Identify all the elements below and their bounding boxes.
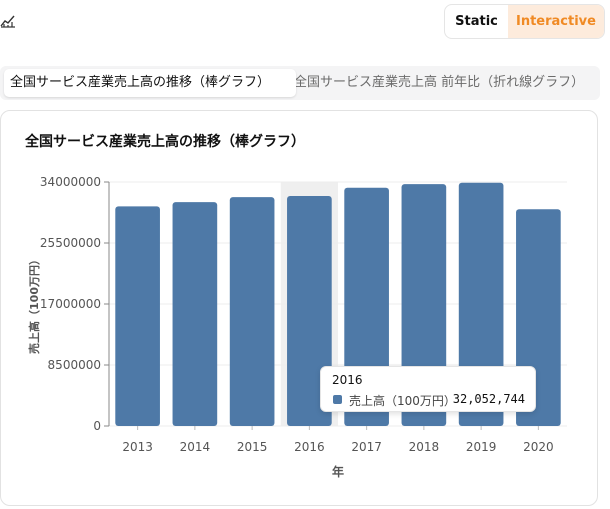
x-tick-label: 2013: [122, 440, 153, 454]
tab-line-chart[interactable]: 全国サービス産業売上高 前年比（折れ線グラフ）: [294, 75, 585, 90]
x-tick-label: 2014: [180, 440, 211, 454]
tooltip-series-name: 売上高（100万円）: [349, 394, 456, 408]
chart-title: 全国サービス産業売上高の推移（棒グラフ）: [25, 134, 305, 150]
x-tick-label: 2019: [466, 440, 497, 454]
y-tick-label: 25500000: [40, 236, 101, 250]
y-tick-label: 8500000: [48, 358, 101, 372]
tooltip-swatch: [333, 395, 342, 404]
x-tick-label: 2020: [523, 440, 554, 454]
interactive-mode-button[interactable]: Interactive: [508, 5, 604, 38]
bar: [458, 182, 504, 426]
bar: [229, 197, 275, 426]
chart-tooltip: 2016 売上高（100万円） 32,052,744: [320, 366, 536, 412]
bar: [401, 184, 447, 426]
x-tick-label: 2017: [351, 440, 382, 454]
tooltip-value: 32,052,744: [452, 392, 525, 406]
mode-toggle: Static Interactive: [444, 4, 605, 39]
y-tick-label: 0: [93, 419, 101, 433]
x-tick-label: 2016: [294, 440, 325, 454]
x-axis-label: 年: [332, 464, 344, 479]
x-tick-label: 2015: [237, 440, 268, 454]
x-tick-label: 2018: [409, 440, 440, 454]
tab-bar-chart[interactable]: 全国サービス産業売上高の推移（棒グラフ）: [4, 69, 296, 97]
tooltip-title: 2016: [332, 373, 363, 387]
bar: [172, 202, 218, 426]
line-chart-icon: [0, 15, 15, 28]
bar: [115, 206, 160, 426]
y-axis-label: 売上高（100万円）: [27, 254, 41, 354]
chart-tabs: 全国サービス産業売上高の推移（棒グラフ） 全国サービス産業売上高 前年比（折れ線…: [0, 66, 600, 100]
y-tick-label: 17000000: [40, 297, 101, 311]
y-tick-label: 34000000: [40, 175, 101, 189]
static-mode-button[interactable]: Static: [455, 14, 498, 29]
